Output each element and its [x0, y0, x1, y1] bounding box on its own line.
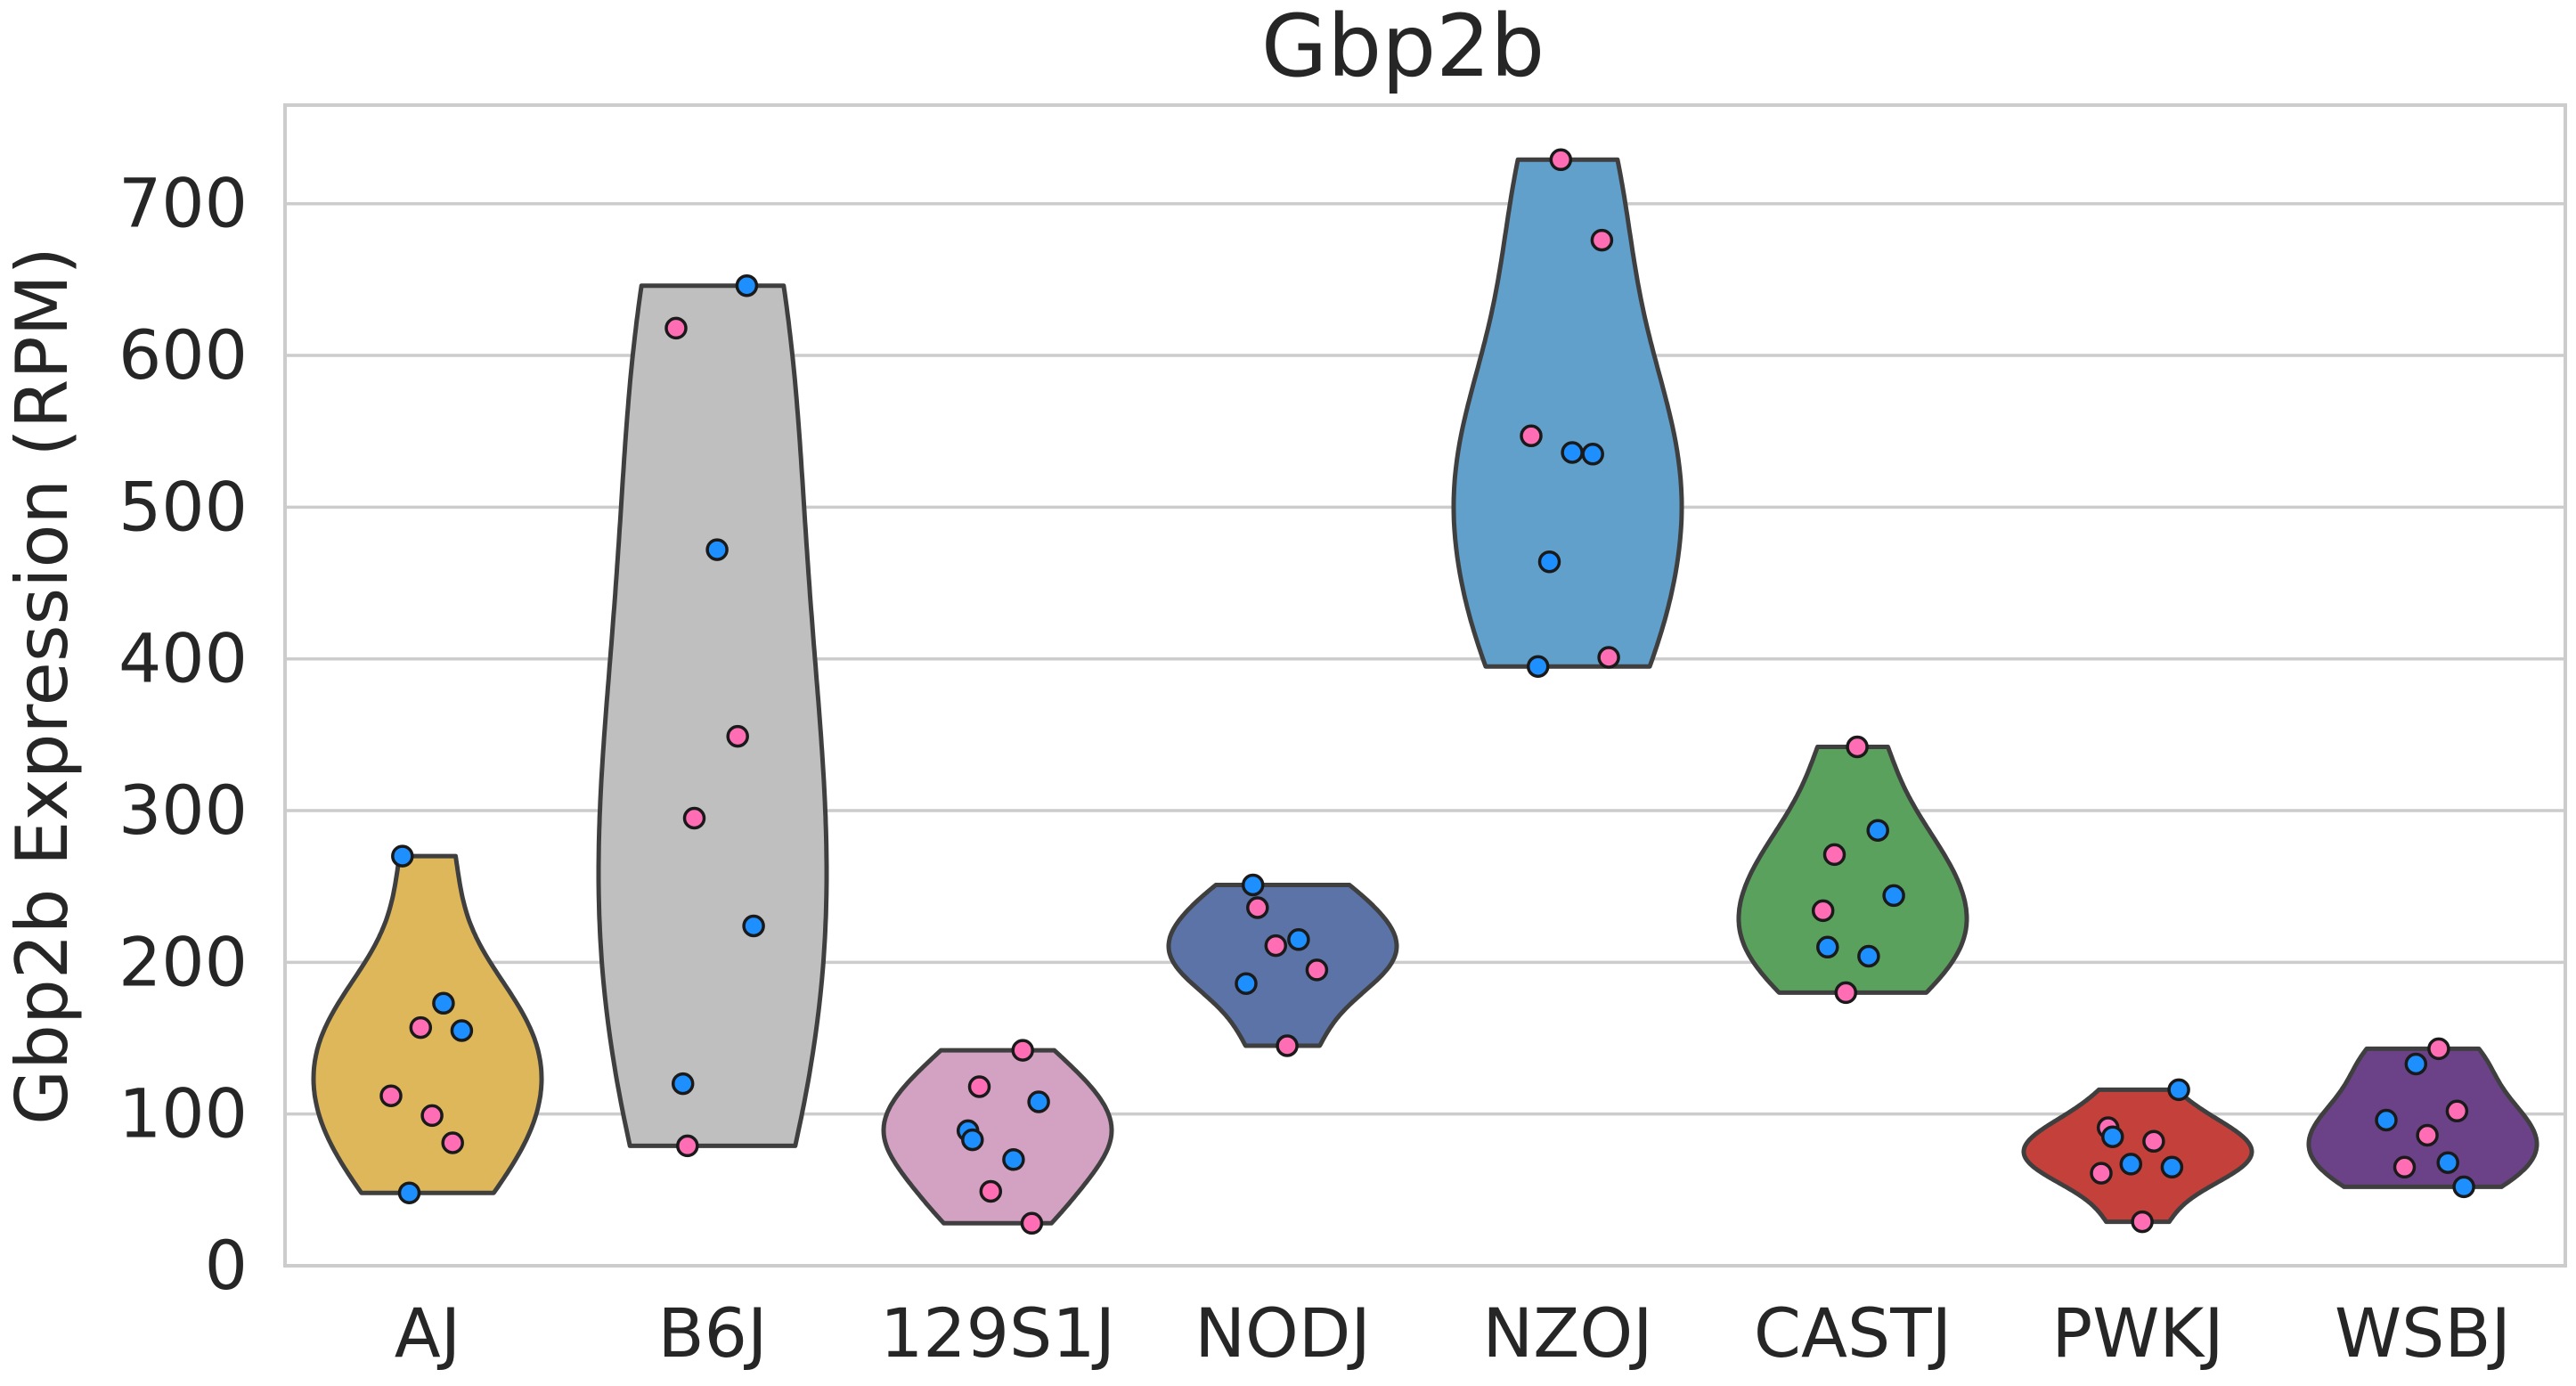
data-point [726, 724, 749, 748]
data-point [1305, 958, 1329, 982]
data-point [1264, 934, 1288, 958]
violin-129s1j [881, 1048, 1114, 1226]
data-point [450, 1019, 474, 1042]
data-point [1020, 1211, 1044, 1235]
data-point [2445, 1099, 2469, 1123]
data-point [2167, 1078, 2190, 1102]
x-tick-label: AJ [395, 1293, 461, 1373]
violin-nodj [1166, 883, 1399, 1048]
data-point [2393, 1155, 2417, 1179]
data-point [1882, 884, 1905, 908]
data-point [1526, 655, 1550, 678]
x-tick-label: 129S1J [880, 1293, 1115, 1373]
violin-nzoj [1451, 157, 1684, 669]
data-point [2452, 1175, 2475, 1199]
y-tick-label: 400 [118, 619, 248, 698]
data-point [671, 1072, 695, 1096]
data-point [1816, 935, 1839, 959]
data-point [2101, 1125, 2124, 1148]
data-point [379, 1084, 403, 1107]
data-point [432, 991, 455, 1015]
data-point [2131, 1210, 2154, 1234]
data-point [2090, 1162, 2113, 1185]
x-tick-label: B6J [658, 1293, 768, 1373]
data-point [1235, 972, 1258, 995]
data-point [1537, 550, 1561, 574]
data-point [420, 1104, 444, 1128]
data-point [391, 844, 414, 868]
data-point [967, 1075, 991, 1098]
data-point [1581, 443, 1604, 466]
data-point [2404, 1052, 2428, 1076]
data-point [1027, 1090, 1050, 1113]
y-tick-label: 100 [118, 1074, 248, 1154]
data-point [961, 1128, 984, 1152]
data-point [1246, 896, 1269, 919]
violin-wsbj [2306, 1046, 2539, 1189]
data-point [2160, 1155, 2184, 1179]
x-tick-label: NODJ [1194, 1293, 1371, 1373]
x-tick-label: NZOJ [1482, 1293, 1652, 1373]
data-point [735, 273, 759, 298]
data-point [1276, 1034, 1299, 1057]
x-tick-label: WSBJ [2335, 1293, 2511, 1373]
data-point [1549, 148, 1573, 172]
data-point [2119, 1153, 2143, 1176]
y-tick-label: 500 [118, 467, 248, 546]
y-axis-label: Gbp2b Expression (RPM) [1, 247, 84, 1125]
data-point [409, 1015, 433, 1040]
y-tick-label: 300 [118, 770, 248, 850]
data-point [1561, 441, 1584, 464]
violins [311, 157, 2539, 1226]
data-point [1011, 1039, 1034, 1062]
data-point [676, 1134, 699, 1158]
data-point [1811, 899, 1835, 923]
data-point [705, 538, 729, 561]
data-point [1241, 873, 1265, 897]
data-point [397, 1181, 421, 1204]
data-point [1834, 981, 1858, 1005]
x-tick-label: PWKJ [2051, 1293, 2223, 1373]
data-point [1287, 928, 1310, 951]
x-tick-labels: AJ B6J 129S1J NODJ NZOJ CASTJ PWKJ WSBJ [395, 1293, 2511, 1373]
data-point [2436, 1151, 2459, 1174]
y-tick-label: 200 [118, 922, 248, 1001]
data-point [1520, 424, 1543, 448]
data-point [441, 1131, 464, 1154]
data-point [664, 316, 688, 340]
data-point [2416, 1123, 2439, 1147]
violin-castj [1736, 745, 1969, 995]
y-tick-label: 700 [118, 164, 248, 243]
data-point [1590, 228, 1614, 252]
data-point [1857, 944, 1880, 968]
data-point [2427, 1037, 2450, 1061]
y-tick-label: 600 [118, 315, 248, 395]
data-point [979, 1179, 1003, 1203]
data-point [1866, 819, 1889, 842]
data-point [2142, 1129, 2165, 1154]
y-tick-label: 0 [205, 1226, 248, 1305]
strip-points [379, 148, 2475, 1235]
violin-b6j [596, 283, 829, 1148]
data-point [1846, 735, 1869, 759]
data-point [2375, 1108, 2398, 1132]
chart-title: Gbp2b [1261, 0, 1545, 96]
data-point [1822, 843, 1846, 867]
plot-frame [283, 103, 2567, 1268]
x-tick-label: CASTJ [1754, 1293, 1952, 1373]
data-point [682, 806, 706, 830]
data-point [742, 914, 765, 938]
y-tick-labels: 0 100 200 300 400 500 600 700 [118, 164, 248, 1305]
data-point [1597, 646, 1620, 669]
data-point [1002, 1148, 1025, 1171]
